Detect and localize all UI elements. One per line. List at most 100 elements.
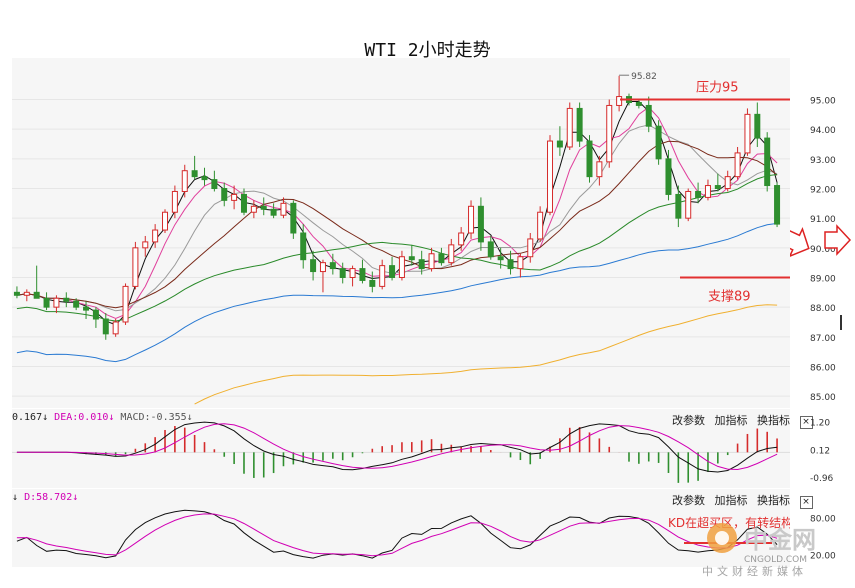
candle-body: [685, 190, 692, 219]
candle-body: [240, 193, 247, 213]
candle-body: [33, 291, 40, 299]
add-indicator-button[interactable]: 加指标: [714, 494, 748, 507]
price-chart: 压力95 支撑89 95.82: [12, 72, 790, 405]
kd-k-line: [16, 509, 778, 559]
candle-body: [260, 205, 267, 210]
candle-body: [398, 256, 405, 278]
switch-indicator-button[interactable]: 换指标: [757, 494, 790, 507]
candle-body: [389, 265, 396, 278]
close-icon[interactable]: ×: [799, 496, 813, 509]
candle-body: [635, 101, 642, 106]
candle-body: [152, 229, 159, 243]
candle-body: [497, 256, 504, 261]
candle-body: [468, 205, 475, 234]
ma-line-black: [16, 101, 778, 326]
candle-body: [43, 297, 50, 308]
candle-body: [695, 190, 702, 198]
candle-body: [616, 96, 623, 106]
candle-body: [596, 161, 603, 178]
red-arrow-icon: [824, 224, 852, 256]
candle-body: [458, 232, 465, 246]
candle-body: [53, 297, 60, 308]
kd-d-value: D:58.702: [24, 492, 73, 503]
candle-body: [507, 259, 514, 270]
candle-body: [586, 140, 593, 178]
candle-body: [517, 256, 524, 270]
candle-body: [23, 291, 30, 296]
cngold-logo: 中金网 CNGOLD.COM 中文财经新媒体: [702, 523, 816, 578]
close-icon[interactable]: ×: [799, 416, 813, 429]
candle-body: [576, 107, 583, 142]
candle-body: [221, 188, 228, 201]
candle-body: [290, 202, 297, 234]
switch-indicator-button[interactable]: 换指标: [757, 414, 790, 427]
down-arrow-icon: ↓: [42, 412, 49, 423]
candle-body: [675, 193, 682, 219]
y-tick-label: 90.00: [810, 245, 836, 255]
candle-body: [339, 268, 346, 278]
candle-body: [487, 241, 494, 258]
kd-d-line: [16, 513, 778, 557]
candle-body: [162, 211, 169, 231]
candle-body: [606, 104, 613, 163]
y-tick-label: 86.00: [810, 363, 836, 373]
candle-body: [527, 238, 534, 258]
candle-body: [191, 170, 198, 178]
add-indicator-button[interactable]: 加指标: [714, 414, 748, 427]
watermark: 中金网 CNGOLD.COM 中文财经新媒体: [700, 516, 850, 578]
macd-tick-label: 1.20: [810, 419, 830, 429]
candle-body: [231, 193, 238, 201]
kd-pane: KD在超买区，有转结构 ↓ D:58.702↓ 改参数 加指标 换指标 ×: [12, 489, 813, 567]
kd-legend: ↓ D:58.702↓: [12, 492, 78, 503]
candle-body: [92, 309, 99, 320]
candle-body: [142, 241, 149, 249]
candle-body: [310, 259, 317, 273]
watermark-domain: CNGOLD.COM: [744, 555, 807, 565]
macd-legend: 0.167↓ DEA:0.010↓ MACD:-0.355↓: [12, 412, 193, 423]
candle-body: [270, 208, 277, 216]
modify-params-button[interactable]: 改参数: [672, 414, 705, 427]
logo-inner-circle: [715, 531, 729, 545]
candle-body: [408, 256, 415, 261]
candle-body: [724, 176, 731, 190]
candle-body: [349, 268, 356, 278]
y-tick-label: 93.00: [810, 156, 836, 166]
candle-body: [112, 321, 119, 335]
candle-body: [418, 259, 425, 270]
ma-line-green: [16, 174, 778, 322]
candle-body: [132, 247, 139, 287]
candle-body: [655, 125, 662, 160]
down-arrow-icon: ↓: [186, 412, 193, 423]
candle-body: [665, 158, 672, 195]
candle-body: [63, 297, 70, 302]
candle-body: [645, 104, 652, 127]
candle-body: [201, 176, 208, 181]
candle-body: [171, 190, 178, 213]
candle-body: [319, 262, 326, 273]
macd-tick-label: -0.96: [810, 474, 834, 484]
candle-body: [250, 205, 257, 213]
price-annotation: 95.82: [631, 72, 657, 82]
modify-params-button[interactable]: 改参数: [672, 494, 705, 507]
candle-body: [13, 291, 20, 296]
candle-body: [744, 113, 751, 154]
kd-toolbar: 改参数 加指标 换指标 ×: [666, 492, 813, 509]
macd-dif-value: 0.167: [12, 412, 43, 423]
candle-body: [181, 170, 188, 192]
candle-body: [83, 306, 90, 311]
y-tick-label: 92.00: [810, 186, 836, 196]
candle-body: [566, 107, 573, 148]
candle-body: [714, 185, 721, 190]
macd-chart: [12, 421, 790, 483]
candle-body: [438, 253, 445, 264]
candle-body: [329, 262, 336, 270]
candle-body: [754, 113, 761, 139]
candle-body: [556, 140, 563, 148]
ma-line-brown: [16, 140, 778, 309]
candle-body: [122, 285, 129, 323]
candle-body: [704, 185, 711, 198]
y-tick-label: 89.00: [810, 274, 836, 284]
candle-body: [211, 179, 218, 190]
candle-body: [537, 211, 544, 240]
down-arrow-icon: ↓: [12, 492, 19, 503]
